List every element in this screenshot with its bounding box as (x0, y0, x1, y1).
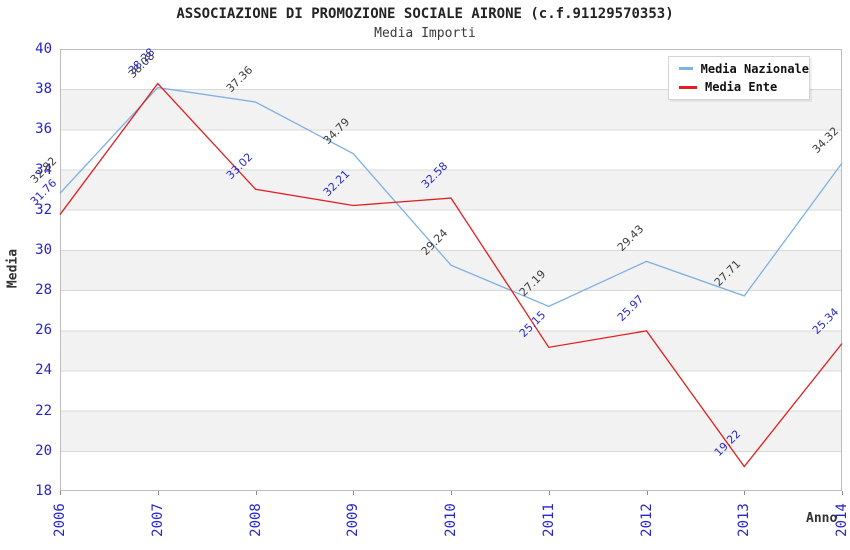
x-tick-label: 2007 (149, 503, 166, 537)
x-tick-mark (451, 491, 452, 495)
legend-label-ente: Media Ente (705, 80, 778, 95)
legend: Media Nazionale Media Ente (668, 56, 810, 100)
y-tick-label: 18 (35, 483, 52, 499)
x-tick-mark (548, 491, 550, 495)
y-tick-label: 32 (35, 201, 52, 218)
y-tick-label: 40 (35, 41, 52, 57)
x-tick-label: 2006 (52, 503, 68, 537)
chart-title: ASSOCIAZIONE DI PROMOZIONE SOCIALE AIRON… (176, 6, 674, 22)
x-tick-mark (646, 491, 648, 495)
x-tick-mark (842, 491, 843, 495)
x-tick-label: 2012 (638, 503, 655, 537)
x-tick-label: 2009 (345, 503, 362, 537)
legend-item-media-ente: Media Ente (679, 80, 809, 94)
x-tick-label: 2010 (443, 503, 459, 537)
y-tick-label: 26 (35, 322, 52, 339)
y-tick-label: 22 (35, 402, 52, 419)
y-tick-label: 30 (35, 241, 52, 258)
x-tick-mark (744, 491, 746, 495)
x-tick-mark (157, 491, 159, 495)
x-tick-label: 2008 (247, 503, 264, 537)
legend-label-nazionale: Media Nazionale (700, 61, 809, 76)
chart-subtitle: Media Importi (374, 26, 476, 41)
y-axis-title: Media (5, 248, 21, 289)
y-tick-label: 34 (35, 161, 52, 178)
x-tick-mark (353, 491, 355, 495)
legend-swatch-ente-icon (679, 85, 697, 89)
x-tick-mark (60, 491, 61, 495)
x-tick-label: 2013 (736, 503, 753, 537)
x-tick-mark (255, 491, 257, 495)
y-tick-label: 24 (35, 362, 52, 379)
y-tick-label: 20 (35, 442, 52, 459)
legend-item-media-nazionale: Media Nazionale (679, 62, 809, 76)
x-tick-label: 2011 (540, 503, 557, 537)
y-tick-label: 28 (35, 282, 52, 299)
legend-swatch-nazionale-icon (679, 67, 693, 71)
y-tick-label: 36 (35, 121, 52, 138)
x-axis-title: Anno (806, 511, 838, 526)
y-tick-label: 38 (35, 81, 52, 98)
